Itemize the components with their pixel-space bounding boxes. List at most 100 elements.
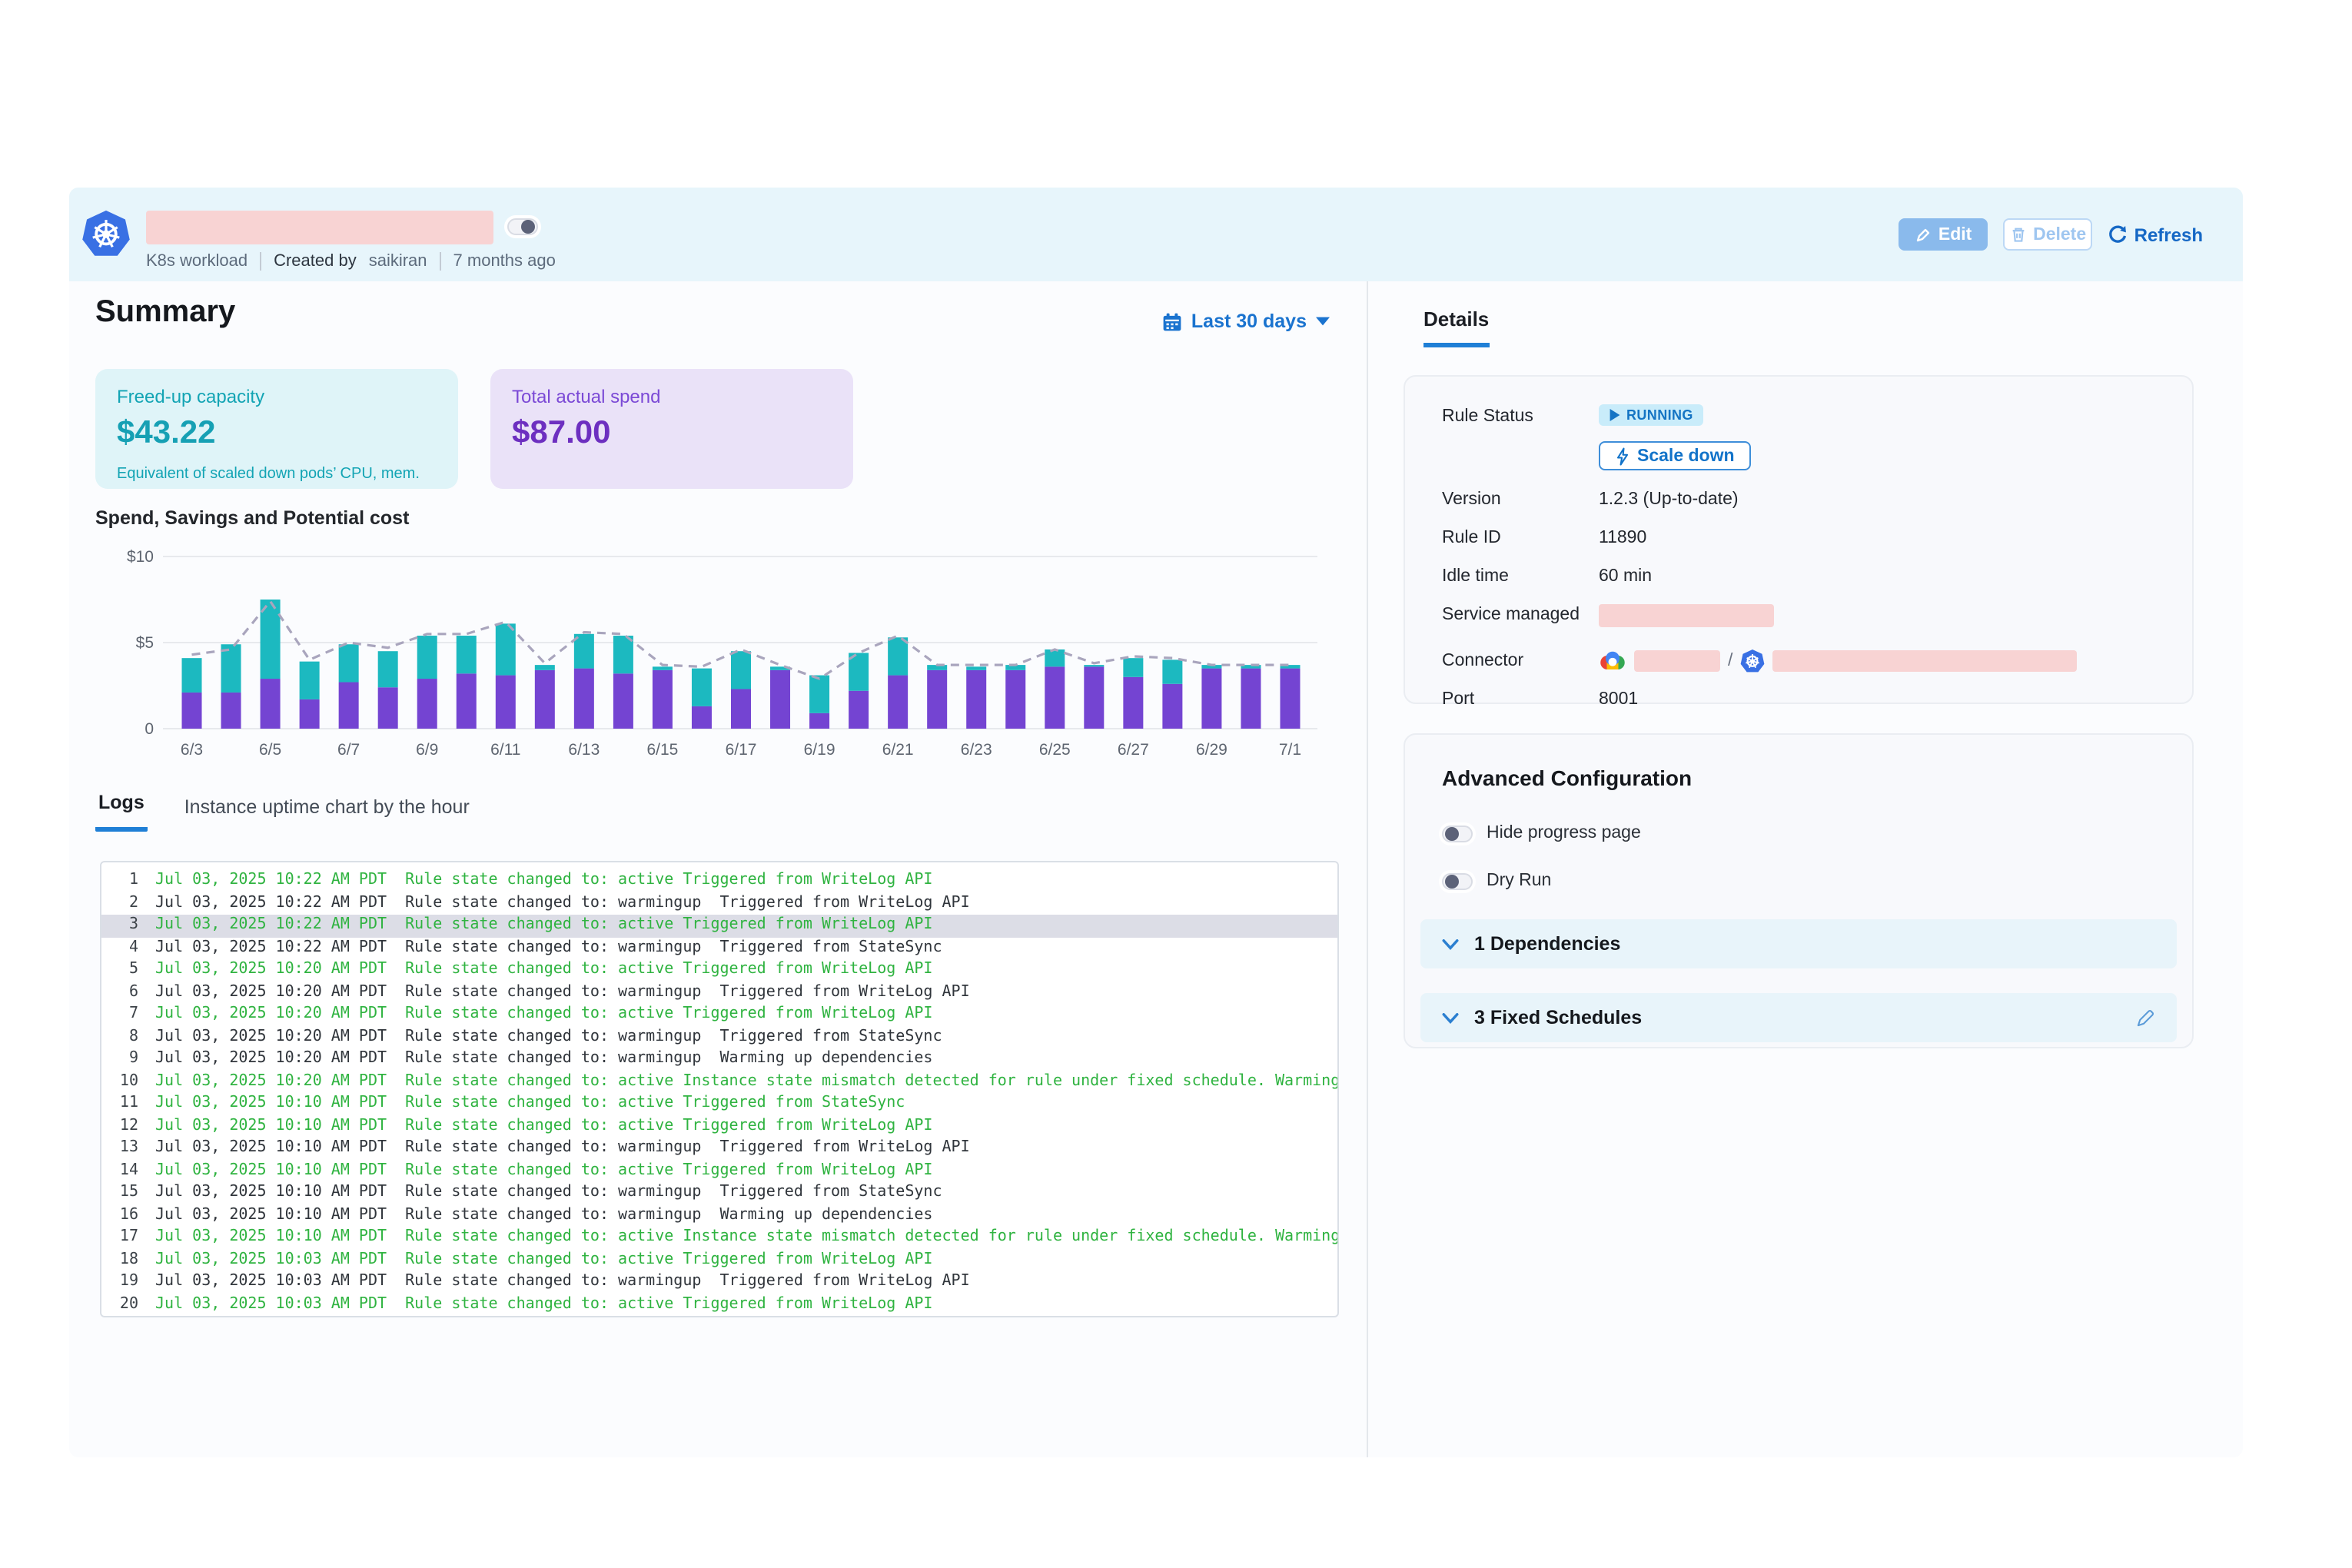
- x-axis-tick: 6/15: [646, 741, 678, 759]
- x-axis-tick: 6/3: [181, 741, 203, 759]
- bar-spend: [221, 692, 241, 729]
- bar-savings: [613, 636, 633, 674]
- bar-savings: [1005, 665, 1026, 670]
- bar-spend: [1045, 666, 1065, 729]
- created-by-user: saikiran: [368, 251, 427, 270]
- scale-down-button[interactable]: Scale down: [1599, 441, 1752, 470]
- log-row[interactable]: 18 Jul 03, 2025 10:03 AM PDT Rule state c…: [101, 1249, 1337, 1271]
- x-axis-tick: 6/9: [416, 741, 438, 759]
- log-row[interactable]: 16 Jul 03, 2025 10:10 AM PDT Rule state c…: [101, 1204, 1337, 1227]
- log-line-number: 1: [128, 872, 138, 889]
- log-row[interactable]: 17 Jul 03, 2025 10:10 AM PDT Rule state c…: [101, 1227, 1337, 1249]
- bar-spend: [966, 669, 987, 729]
- dry-run-toggle[interactable]: [1442, 872, 1473, 889]
- summary-title: Summary: [95, 295, 236, 329]
- log-row[interactable]: 4 Jul 03, 2025 10:22 AM PDT Rule state ch…: [101, 937, 1337, 959]
- bar-savings: [652, 666, 673, 670]
- log-line-number: 8: [128, 1028, 138, 1045]
- log-message: Jul 03, 2025 10:20 AM PDT Rule state cha…: [155, 983, 970, 1000]
- log-message: Jul 03, 2025 10:20 AM PDT Rule state cha…: [155, 1072, 1339, 1089]
- dependencies-section[interactable]: 1 Dependencies: [1420, 919, 2177, 968]
- log-line-number: 15: [119, 1184, 138, 1201]
- play-icon: [1610, 409, 1620, 421]
- content-panel: Summary Last 30 days: [69, 281, 2243, 1457]
- x-axis-tick: 7/1: [1279, 741, 1301, 759]
- potential-cost-line: [191, 599, 1291, 680]
- log-row[interactable]: 12 Jul 03, 2025 10:10 AM PDT Rule state c…: [101, 1115, 1337, 1138]
- bar-savings: [849, 653, 869, 691]
- workload-type-label: K8s workload: [146, 251, 248, 270]
- freed-capacity-card: Freed-up capacity $43.22 Equivalent of s…: [95, 369, 458, 489]
- log-row[interactable]: 7 Jul 03, 2025 10:20 AM PDT Rule state ch…: [101, 1004, 1337, 1026]
- date-range-selector[interactable]: Last 30 days: [1162, 311, 1330, 332]
- bar-spend: [809, 713, 830, 729]
- connector-separator: /: [1728, 651, 1733, 669]
- log-message: Jul 03, 2025 10:22 AM PDT Rule state cha…: [155, 916, 933, 933]
- bar-savings: [1201, 665, 1222, 669]
- rule-status-label: Rule Status: [1442, 407, 1533, 426]
- tab-instance-uptime[interactable]: Instance uptime chart by the hour: [184, 796, 470, 818]
- chart-title: Spend, Savings and Potential cost: [95, 507, 410, 529]
- x-axis-tick: 6/25: [1039, 741, 1071, 759]
- log-row[interactable]: 20 Jul 03, 2025 10:03 AM PDT Rule state c…: [101, 1294, 1337, 1316]
- freed-capacity-value: $43.22: [117, 415, 216, 450]
- delete-button[interactable]: Delete: [2003, 218, 2093, 251]
- bar-spend: [927, 669, 948, 729]
- fixed-schedules-section[interactable]: 3 Fixed Schedules: [1420, 993, 2177, 1042]
- refresh-button[interactable]: Refresh: [2108, 218, 2203, 251]
- bar-savings: [221, 644, 241, 693]
- fixed-schedules-label: 3 Fixed Schedules: [1474, 1007, 1643, 1028]
- log-row[interactable]: 9 Jul 03, 2025 10:20 AM PDT Rule state ch…: [101, 1048, 1337, 1071]
- log-line-number: 6: [128, 983, 138, 1000]
- log-line-number: 5: [128, 961, 138, 978]
- x-axis-tick: 6/27: [1118, 741, 1149, 759]
- workload-meta: K8s workload Created by saikiran 7 month…: [146, 251, 556, 270]
- hide-progress-page-toggle[interactable]: [1442, 825, 1473, 842]
- advanced-configuration-title: Advanced Configuration: [1442, 766, 1693, 790]
- edit-button[interactable]: Edit: [1899, 218, 1988, 251]
- log-line-number: 16: [119, 1206, 138, 1223]
- hide-progress-page-label: Hide progress page: [1487, 824, 1641, 842]
- freed-capacity-caption: Equivalent of scaled down pods’ CPU, mem…: [117, 466, 420, 483]
- log-row[interactable]: 10 Jul 03, 2025 10:20 AM PDT Rule state c…: [101, 1071, 1337, 1093]
- log-row[interactable]: 15 Jul 03, 2025 10:10 AM PDT Rule state c…: [101, 1182, 1337, 1204]
- log-row[interactable]: 2 Jul 03, 2025 10:22 AM PDT Rule state ch…: [101, 892, 1337, 915]
- bar-savings: [691, 668, 712, 706]
- workload-enabled-toggle[interactable]: [507, 218, 538, 235]
- log-message: Jul 03, 2025 10:20 AM PDT Rule state cha…: [155, 1050, 933, 1067]
- bar-spend: [456, 673, 477, 729]
- log-row[interactable]: 1 Jul 03, 2025 10:22 AM PDT Rule state ch…: [101, 870, 1337, 892]
- log-line-number: 10: [119, 1072, 138, 1089]
- bar-savings: [927, 665, 948, 670]
- log-row[interactable]: 13 Jul 03, 2025 10:10 AM PDT Rule state c…: [101, 1138, 1337, 1160]
- log-message: Jul 03, 2025 10:22 AM PDT Rule state cha…: [155, 872, 933, 889]
- tab-details[interactable]: Details: [1423, 307, 1490, 347]
- bar-spend: [417, 679, 437, 729]
- log-message: Jul 03, 2025 10:20 AM PDT Rule state cha…: [155, 1028, 942, 1045]
- actual-spend-label: Total actual spend: [512, 386, 661, 407]
- x-axis-tick: 6/7: [337, 741, 360, 759]
- bar-spend: [1084, 666, 1105, 729]
- bar-savings: [888, 637, 909, 676]
- lightning-icon: [1616, 447, 1629, 465]
- log-row[interactable]: 3 Jul 03, 2025 10:22 AM PDT Rule state ch…: [101, 915, 1337, 937]
- tab-logs[interactable]: Logs: [95, 792, 148, 832]
- log-row[interactable]: 6 Jul 03, 2025 10:20 AM PDT Rule state ch…: [101, 982, 1337, 1004]
- log-row[interactable]: 5 Jul 03, 2025 10:20 AM PDT Rule state ch…: [101, 959, 1337, 982]
- log-row[interactable]: 14 Jul 03, 2025 10:10 AM PDT Rule state c…: [101, 1160, 1337, 1182]
- bar-savings: [338, 644, 359, 683]
- edit-schedules-pencil-icon[interactable]: [2135, 1008, 2155, 1028]
- log-row[interactable]: 19 Jul 03, 2025 10:03 AM PDT Rule state c…: [101, 1271, 1337, 1294]
- redacted-workload-title: [146, 210, 493, 244]
- log-row[interactable]: 11 Jul 03, 2025 10:10 AM PDT Rule state c…: [101, 1093, 1337, 1115]
- y-axis-tick: $5: [136, 634, 154, 652]
- bar-savings: [377, 651, 398, 688]
- service-managed-label: Service managed: [1442, 605, 1580, 623]
- log-row[interactable]: 8 Jul 03, 2025 10:20 AM PDT Rule state ch…: [101, 1026, 1337, 1048]
- log-viewer[interactable]: 1 Jul 03, 2025 10:22 AM PDT Rule state ch…: [100, 861, 1339, 1317]
- version-label: Version: [1442, 490, 1501, 508]
- bar-savings: [299, 661, 320, 699]
- bar-savings: [1123, 658, 1144, 677]
- bar-savings: [770, 666, 791, 670]
- log-line-number: 4: [128, 938, 138, 955]
